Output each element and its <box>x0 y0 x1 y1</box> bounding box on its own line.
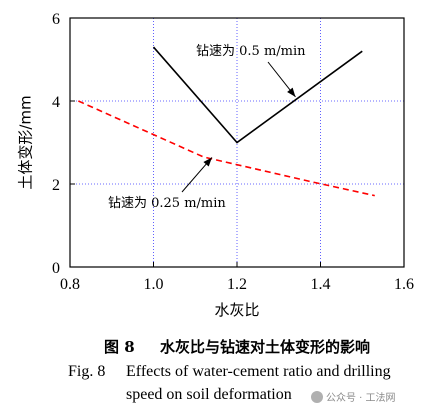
x-tick-label-0: 0.8 <box>60 276 80 293</box>
annotation-arrowhead-0 <box>287 87 296 97</box>
figure-label-en: Fig. 8 <box>68 363 106 380</box>
y-tick-label-2: 4 <box>52 94 60 111</box>
chart-series-layer <box>78 46 375 197</box>
annotation-arrowhead-1 <box>203 157 212 167</box>
annotation-label-0: 钻速为 0.5 m/min <box>196 44 306 59</box>
series-line-0 <box>152 46 363 144</box>
x-tick-label-2: 1.2 <box>227 276 247 293</box>
figure-caption-cn: 图 8 水灰比与钻速对土体变形的影响 <box>104 336 370 357</box>
figure-title-en-line2: speed on soil deformation <box>126 386 292 403</box>
y-tick-label-1: 2 <box>52 177 60 194</box>
y-axis-label: 土体变形/mm <box>17 95 35 189</box>
annotation-label-1: 钻速为 0.25 m/min <box>108 196 226 211</box>
chart-ticks: 0.8 1.0 1.2 1.4 1.6 0 2 4 6 <box>52 11 414 293</box>
x-tick-label-1: 1.0 <box>144 276 164 293</box>
wechat-icon <box>311 391 323 403</box>
series-line-1 <box>78 100 375 197</box>
watermark-text: 公众号 · 工法网 <box>326 393 396 404</box>
chart-annotations: 钻速为 0.5 m/min 钻速为 0.25 m/min <box>108 44 306 211</box>
figure-title-cn: 水灰比与钻速对土体变形的影响 <box>160 338 371 356</box>
chart: 钻速为 0.5 m/min 钻速为 0.25 m/min 0.8 1.0 1.2 1.4… <box>17 11 415 319</box>
x-tick-label-4: 1.6 <box>394 276 414 293</box>
y-tick-label-3: 6 <box>52 11 60 28</box>
x-tick-label-3: 1.4 <box>311 276 331 293</box>
y-tick-label-0: 0 <box>52 260 60 277</box>
chart-grid <box>70 18 404 267</box>
figure-label-cn: 图 8 <box>104 338 135 356</box>
watermark: 公众号 · 工法网 <box>311 389 396 404</box>
figure-caption-en-line1: Fig. 8 Effects of water-cement ratio and … <box>68 363 391 381</box>
figure-title-en-line1: Effects of water-cement ratio and drilli… <box>126 363 391 380</box>
x-axis-label: 水灰比 <box>214 301 259 319</box>
